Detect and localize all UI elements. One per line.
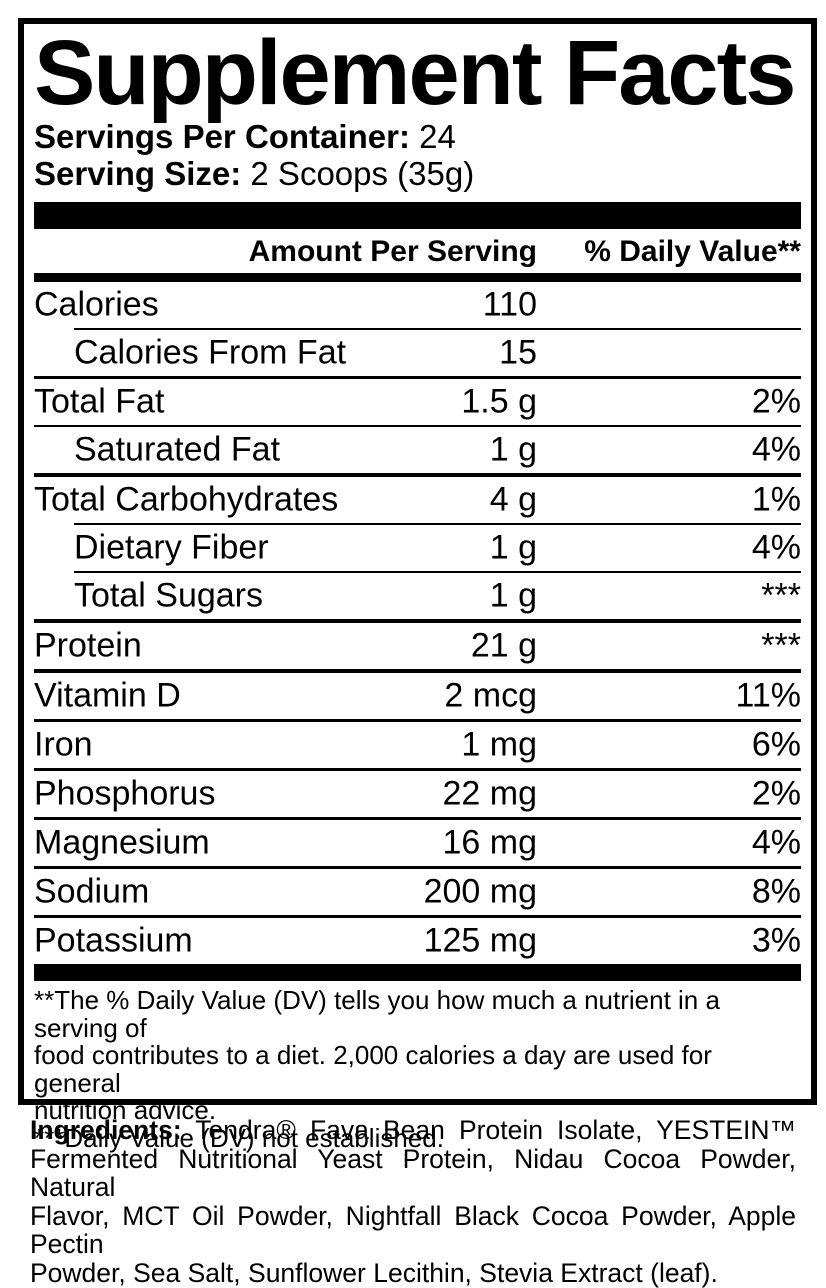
nutrient-dv: 4% xyxy=(751,430,801,469)
nutrient-name: Dietary Fiber xyxy=(74,528,269,567)
table-row: Protein 21 g *** xyxy=(34,623,801,669)
row-divider xyxy=(34,866,801,870)
nutrient-amount: 110 xyxy=(482,285,537,324)
nutrient-amount: 22 mg xyxy=(442,774,538,813)
nutrient-amount: 16 mg xyxy=(442,823,538,862)
nutrient-dv: 3% xyxy=(751,921,801,960)
nutrition-table-body: Calories 110 Calories From Fat 15 Total Fat 1… xyxy=(34,282,801,964)
row-divider xyxy=(34,376,801,380)
nutrient-name: Total Sugars xyxy=(74,576,263,615)
table-row: Sodium 200 mg 8% xyxy=(34,869,801,915)
footnote-line: nutrition advice. xyxy=(34,1095,217,1126)
ingredients-label: Ingredients: xyxy=(30,1115,182,1145)
table-row: Magnesium 16 mg 4% xyxy=(34,820,801,866)
nutrient-name: Potassium xyxy=(34,921,193,960)
table-row: Dietary Fiber 1 g 4% xyxy=(34,525,801,571)
row-divider xyxy=(34,719,801,723)
table-row: Phosphorus 22 mg 2% xyxy=(34,771,801,817)
ingredients-line: Flavor, MCT Oil Powder, Nightfall Black … xyxy=(30,1200,796,1259)
ingredients-line: Powder, Sea Salt, Sunflower Lecithin, St… xyxy=(30,1257,718,1288)
nutrient-name: Protein xyxy=(34,626,142,665)
ingredients-line: Ingredients: Tendra® Fava Bean Protein I… xyxy=(30,1116,796,1145)
nutrition-label-box: Supplement Facts Servings Per Container:… xyxy=(18,18,817,1151)
supplement-facts-page: { "colors": { "text": "#000000", "backgr… xyxy=(18,18,817,1287)
nutrient-dv: 11% xyxy=(735,676,801,715)
ingredients-paragraph: Ingredients: Tendra® Fava Bean Protein I… xyxy=(30,1116,796,1287)
table-row: Calories 110 xyxy=(34,282,801,328)
footnote-line: food contributes to a diet. 2,000 calori… xyxy=(34,1040,712,1098)
servings-per-container-row: Servings Per Container: 24 xyxy=(34,118,801,155)
nutrient-name: Saturated Fat xyxy=(74,430,281,469)
nutrient-dv: 1% xyxy=(751,480,801,519)
nutrient-amount: 2 mcg xyxy=(444,676,537,715)
divider-bar-bottom xyxy=(34,964,801,982)
label-title: Supplement Facts xyxy=(34,22,796,124)
nutrient-dv: 4% xyxy=(751,823,801,862)
ingredients-line-text: Tendra® Fava Bean Protein Isolate, YESTE… xyxy=(195,1115,797,1145)
nutrient-dv: *** xyxy=(761,576,801,615)
row-divider xyxy=(74,328,801,331)
nutrient-name: Sodium xyxy=(34,872,150,911)
nutrient-amount: 1 g xyxy=(489,576,537,615)
row-divider xyxy=(34,425,801,428)
footnote-line: **The % Daily Value (DV) tells you how m… xyxy=(34,985,720,1043)
nutrient-name: Phosphorus xyxy=(34,774,216,813)
row-divider xyxy=(34,473,801,478)
nutrient-amount: 125 mg xyxy=(423,921,537,960)
amount-column-header: Amount Per Serving xyxy=(248,235,537,269)
table-row: Potassium 125 mg 3% xyxy=(34,918,801,964)
nutrient-name: Magnesium xyxy=(34,823,210,862)
nutrient-amount: 1 g xyxy=(489,430,537,469)
nutrient-name: Iron xyxy=(34,725,93,764)
divider-bar-top xyxy=(34,202,801,230)
row-divider xyxy=(34,817,801,821)
nutrient-name: Calories xyxy=(34,285,159,324)
header-rule-bar xyxy=(34,273,801,283)
dv-column-header: % Daily Value** xyxy=(584,235,801,269)
nutrient-amount: 1 mg xyxy=(461,725,537,764)
serving-size-label: Serving Size: xyxy=(34,155,242,193)
table-header-row: Amount Per Serving % Daily Value** xyxy=(34,229,801,273)
nutrient-amount: 1 g xyxy=(489,528,537,567)
ingredients-line: Fermented Nutritional Yeast Protein, Nid… xyxy=(30,1143,796,1202)
servings-per-container-label: Servings Per Container: xyxy=(34,118,410,156)
servings-per-container-value: 24 xyxy=(419,118,456,156)
table-row: Total Sugars 1 g *** xyxy=(34,573,801,619)
table-row: Calories From Fat 15 xyxy=(34,330,801,376)
table-row: Saturated Fat 1 g 4% xyxy=(34,427,801,473)
footnote-line: ***Daily Value (DV) not established. xyxy=(34,1122,444,1153)
serving-size-row: Serving Size: 2 Scoops (35g) xyxy=(34,155,801,192)
row-divider xyxy=(74,571,801,574)
table-row: Iron 1 mg 6% xyxy=(34,722,801,768)
nutrient-name: Total Fat xyxy=(34,382,165,421)
nutrient-dv: 4% xyxy=(751,528,801,567)
nutrient-amount: 21 g xyxy=(470,626,537,665)
nutrient-amount: 1.5 g xyxy=(461,382,537,421)
table-row: Vitamin D 2 mcg 11% xyxy=(34,673,801,719)
nutrient-amount: 4 g xyxy=(489,480,537,519)
serving-size-value: 2 Scoops (35g) xyxy=(250,155,475,193)
row-divider xyxy=(74,523,801,526)
nutrient-amount: 200 mg xyxy=(423,872,537,911)
nutrient-dv: 6% xyxy=(751,725,801,764)
nutrient-dv: *** xyxy=(761,626,801,665)
row-divider xyxy=(34,619,801,624)
nutrient-amount: 15 xyxy=(499,333,537,372)
nutrient-name: Total Carbohydrates xyxy=(34,480,339,519)
table-row: Total Fat 1.5 g 2% xyxy=(34,379,801,425)
nutrient-dv: 8% xyxy=(751,872,801,911)
nutrient-name: Vitamin D xyxy=(34,676,181,715)
row-divider xyxy=(34,768,801,772)
nutrient-name: Calories From Fat xyxy=(74,333,347,372)
nutrient-dv: 2% xyxy=(751,382,801,421)
row-divider xyxy=(34,915,801,919)
row-divider xyxy=(34,669,801,674)
footnotes-block: **The % Daily Value (DV) tells you how m… xyxy=(34,981,801,1152)
table-row: Total Carbohydrates 4 g 1% xyxy=(34,477,801,523)
nutrient-dv: 2% xyxy=(751,774,801,813)
